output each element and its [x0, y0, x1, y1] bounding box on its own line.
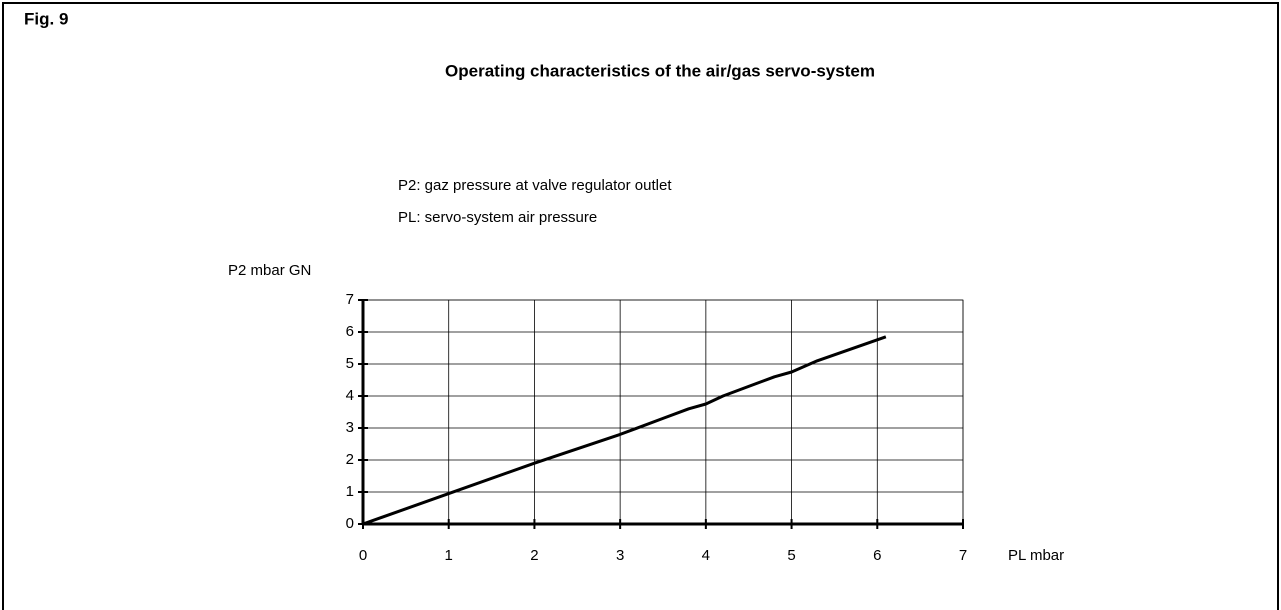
- x-axis-label: PL mbar: [1008, 547, 1064, 564]
- y-tick-label: 0: [346, 515, 354, 532]
- x-tick-label: 5: [787, 547, 795, 564]
- x-tick-label: 2: [530, 547, 538, 564]
- x-tick-label: 4: [702, 547, 710, 564]
- annotation: PL: servo-system air pressure: [398, 209, 597, 226]
- y-axis-label: P2 mbar GN: [228, 262, 311, 279]
- x-tick-label: 1: [445, 547, 453, 564]
- y-tick-label: 7: [346, 291, 354, 308]
- y-tick-label: 5: [346, 355, 354, 372]
- y-tick-label: 3: [346, 419, 354, 436]
- data-line: [362, 335, 887, 526]
- x-tick-label: 7: [959, 547, 967, 564]
- plot-area: [362, 299, 964, 525]
- chart-title: Operating characteristics of the air/gas…: [445, 61, 875, 80]
- y-tick-label: 4: [346, 387, 354, 404]
- x-tick-label: 0: [359, 547, 367, 564]
- x-tick-label: 6: [873, 547, 881, 564]
- x-tick-label: 3: [616, 547, 624, 564]
- y-tick-label: 1: [346, 483, 354, 500]
- y-tick-label: 2: [346, 451, 354, 468]
- annotation: P2: gaz pressure at valve regulator outl…: [398, 177, 672, 194]
- figure-label: Fig. 9: [24, 9, 68, 28]
- y-tick-label: 6: [346, 323, 354, 340]
